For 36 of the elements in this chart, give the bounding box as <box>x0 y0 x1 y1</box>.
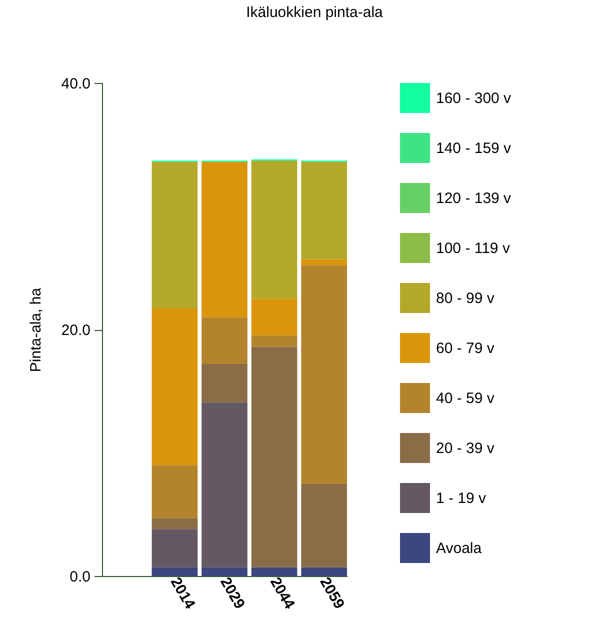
legend-label: 80 - 99 v <box>436 290 495 307</box>
legend-label: 100 - 119 v <box>436 240 510 257</box>
y-tick-label: 0.0 <box>70 568 90 586</box>
bar <box>251 298 298 336</box>
bar <box>152 529 198 568</box>
bar <box>202 162 248 318</box>
legend-label: 120 - 139 v <box>436 190 512 207</box>
y-tick-label: 40.0 <box>61 76 90 92</box>
legend-label: 140 - 159 v <box>436 140 512 157</box>
bar <box>202 567 248 576</box>
bar <box>152 162 198 309</box>
bar <box>152 567 198 576</box>
bar <box>202 317 248 364</box>
y-tick-label: 20.0 <box>61 322 90 339</box>
bar <box>301 259 347 266</box>
legend-label: 20 - 39 v <box>436 440 495 457</box>
bar <box>251 336 298 347</box>
legend-label: Avoala <box>436 540 482 557</box>
legend-label: 1 - 19 v <box>436 490 487 507</box>
y-axis-title: Pinta-ala, ha <box>27 287 44 372</box>
bar <box>301 567 347 576</box>
chart-title: Ikäluokkien pinta-ala <box>246 4 384 21</box>
bar <box>251 567 298 576</box>
bar <box>152 518 198 530</box>
legend-label: 60 - 79 v <box>436 340 495 357</box>
bar <box>202 402 248 568</box>
legend-label: 40 - 59 v <box>436 390 495 407</box>
bar <box>152 308 198 466</box>
bar <box>301 162 347 260</box>
bar <box>251 160 298 299</box>
bar <box>202 364 248 402</box>
legend-label: 160 - 300 v <box>436 90 512 107</box>
bar <box>301 265 347 484</box>
bar <box>152 465 198 518</box>
bar <box>301 484 347 568</box>
bar <box>251 346 298 568</box>
